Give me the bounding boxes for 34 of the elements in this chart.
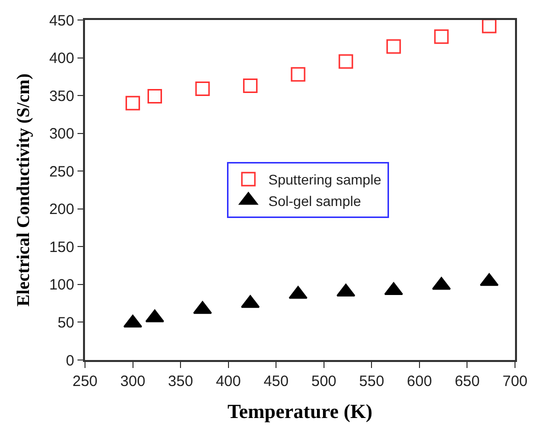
y-tick-label: 300 — [49, 126, 74, 143]
y-tick-label: 400 — [49, 50, 74, 68]
y-tick-label: 250 — [49, 163, 74, 180]
y-tick-label: 50 — [58, 314, 74, 332]
x-axis-title: Temperature (K) — [228, 400, 372, 423]
x-tick-label: 550 — [359, 372, 384, 390]
x-tick-label: 400 — [216, 372, 241, 390]
point — [338, 54, 354, 69]
x-tick-label: 300 — [120, 372, 146, 390]
legend-label: Sol-gel sample — [268, 192, 362, 209]
x-tick-label: 250 — [72, 372, 98, 390]
point — [195, 82, 210, 96]
point — [243, 78, 258, 93]
point — [290, 67, 306, 82]
x-tick-label: 450 — [264, 372, 289, 390]
x-tick-label: 700 — [502, 372, 528, 390]
point — [482, 20, 496, 34]
point — [148, 89, 162, 104]
point — [126, 96, 140, 110]
point — [434, 29, 449, 44]
point — [432, 276, 451, 290]
y-axis-title: Electrical Conductivity (S/cm) — [12, 74, 33, 306]
x-tick-label: 650 — [454, 372, 480, 390]
y-tick-label: 100 — [49, 276, 74, 294]
y-tick-label: 150 — [49, 238, 74, 256]
legend-label: Sputtering sample — [268, 172, 382, 188]
x-tick-label: 500 — [311, 372, 336, 390]
y-tick-label: 350 — [49, 88, 74, 105]
x-tick-label: 600 — [406, 372, 432, 390]
y-tick-label: 450 — [49, 12, 74, 30]
x-tick-label: 350 — [168, 372, 194, 390]
y-tick-label: 0 — [66, 352, 74, 370]
point — [386, 39, 401, 54]
y-tick-label: 200 — [49, 201, 74, 218]
